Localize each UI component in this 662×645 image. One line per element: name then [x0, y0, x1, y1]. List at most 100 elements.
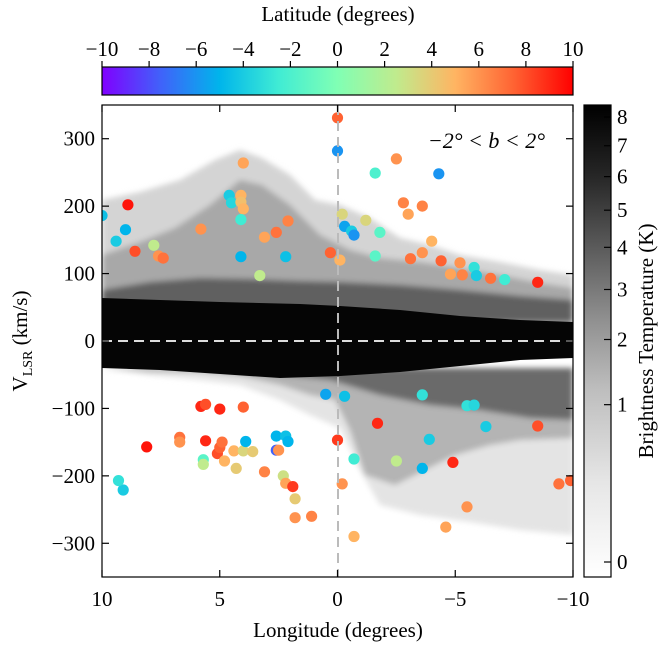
scatter-point [228, 445, 240, 457]
scatter-point [397, 197, 409, 209]
colorbar-right-tick-label: 5 [617, 198, 628, 222]
scatter-point [416, 389, 428, 401]
y-tick-label: −100 [52, 396, 95, 420]
scatter-point [336, 208, 348, 220]
scatter-point [254, 270, 266, 282]
colorbar-right-tick-label: 1 [617, 393, 628, 417]
scatter-point [320, 388, 332, 400]
scatter-point [485, 272, 497, 284]
scatter-point [214, 403, 226, 415]
x-tick-label: −10 [557, 587, 590, 611]
scatter-point [532, 420, 544, 432]
scatter-point [444, 268, 457, 280]
scatter-point [435, 255, 447, 267]
scatter-point [282, 215, 294, 227]
scatter-point [374, 226, 386, 238]
scatter-point [200, 435, 212, 447]
scatter-point [390, 153, 402, 165]
scatter-point [237, 445, 249, 457]
colorbar-right-label: Brightness Temperature (K) [634, 224, 658, 459]
x-axis-ticks: 10 5 0 −5 −10 [92, 105, 590, 611]
colorbar-right-tick-label: 2 [617, 328, 628, 352]
colorbar-top-tick-label: 6 [474, 37, 485, 61]
scatter-point [447, 456, 459, 468]
colorbar-top-tick-label: −8 [138, 37, 160, 61]
scatter-point [499, 274, 511, 286]
scatter-point [270, 430, 282, 442]
scatter-point [553, 478, 565, 490]
scatter-points [102, 112, 573, 543]
x-axis-label: Longitude (degrees) [253, 618, 423, 642]
scatter-point [122, 199, 134, 211]
scatter-point [112, 475, 125, 487]
scatter-point [148, 239, 160, 251]
scatter-point [336, 478, 348, 490]
scatter-point [565, 475, 573, 487]
scatter-point [117, 484, 129, 496]
scatter-point [369, 167, 381, 179]
colorbar-right-tick-label: 0 [617, 550, 628, 574]
scatter-point [129, 245, 141, 257]
y-axis-label-main: V [8, 376, 32, 391]
colorbar-top-tick-label: 8 [521, 37, 532, 61]
scatter-point [324, 247, 336, 259]
y-axis-ticks: 300 200 100 0 −100 −200 −300 [52, 127, 573, 555]
scatter-point [348, 453, 360, 465]
scatter-point [280, 251, 292, 263]
scatter-point [390, 455, 402, 467]
scatter-point [235, 214, 247, 226]
y-tick-label: 200 [64, 194, 96, 218]
scatter-point [456, 269, 468, 281]
scatter-point [331, 112, 344, 124]
x-tick-label: 10 [92, 587, 113, 611]
colorbar-top-tick-label: 4 [426, 37, 437, 61]
y-tick-label: 300 [64, 127, 96, 151]
scatter-point [270, 226, 282, 238]
scatter-point [235, 251, 247, 263]
y-tick-label: 0 [85, 329, 96, 353]
colorbar-right-tick-label: 7 [617, 134, 628, 158]
scatter-point [174, 436, 186, 448]
colorbar-top-tick-label: 2 [379, 37, 390, 61]
scatter-point [102, 210, 108, 222]
scatter-point [416, 462, 428, 474]
scatter-point [480, 421, 492, 433]
colorbar-top-tick-label: −2 [279, 37, 301, 61]
scatter-point [287, 481, 299, 493]
scatter-point [426, 235, 438, 247]
colorbar-right-tick-label: 8 [617, 105, 628, 129]
colorbar-top-tick-label: −10 [86, 37, 119, 61]
colorbar-right-tick-label: 3 [617, 277, 628, 301]
scatter-point [334, 254, 346, 266]
scatter-point [423, 433, 435, 445]
scatter-point [195, 223, 207, 235]
scatter-point [119, 224, 132, 236]
scatter-point [454, 257, 466, 269]
scatter-point [440, 521, 452, 533]
x-tick-label: 5 [215, 587, 226, 611]
x-tick-label: −5 [444, 587, 466, 611]
scatter-point [331, 145, 344, 157]
scatter-point [141, 441, 153, 453]
y-axis-label-sub: LSR [21, 350, 36, 376]
scatter-point [110, 235, 122, 247]
scatter-point [470, 270, 482, 282]
colorbar-top-label: Latitude (degrees) [261, 2, 414, 26]
scatter-point [258, 231, 271, 243]
scatter-point [200, 398, 212, 410]
y-tick-label: −200 [52, 464, 95, 488]
scatter-point [289, 512, 301, 524]
scatter-point [282, 435, 294, 448]
y-axis-label-unit: (km/s) [8, 291, 32, 351]
scatter-point [240, 435, 252, 448]
scatter-point [273, 444, 285, 456]
scatter-point [331, 434, 344, 446]
scatter-point [360, 214, 372, 226]
colorbar-right-ticks: 8 7 6 5 4 3 2 1 0 [604, 105, 628, 574]
colorbar-right [583, 104, 612, 578]
x-tick-label: 0 [332, 587, 343, 611]
scatter-point [218, 455, 231, 467]
y-tick-label: −300 [52, 531, 95, 555]
scatter-point [237, 203, 249, 215]
scatter-point [197, 458, 209, 470]
